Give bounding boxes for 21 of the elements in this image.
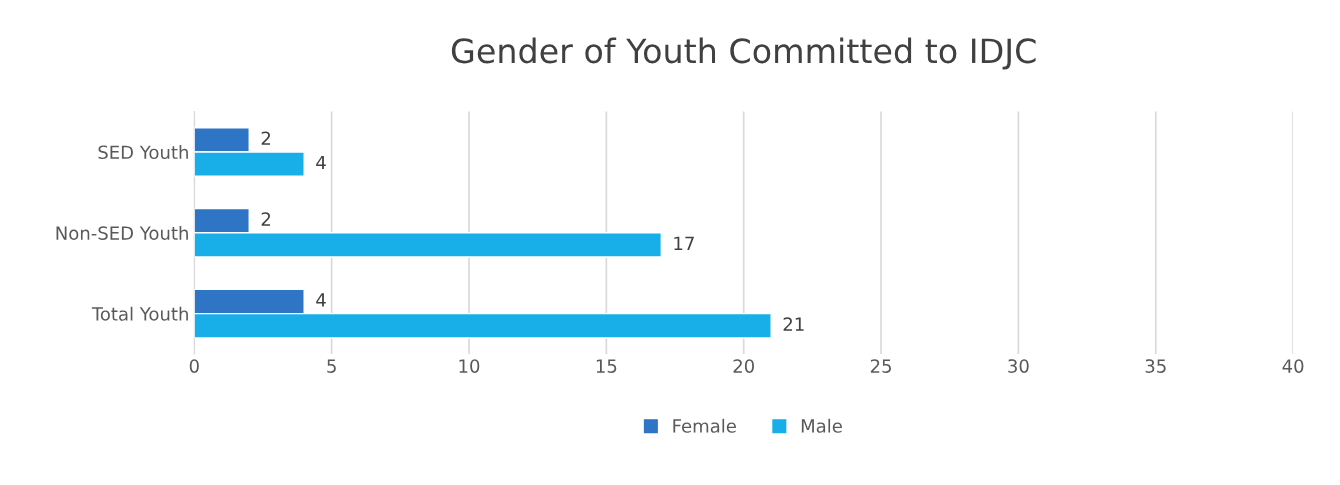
chart-title: Gender of Youth Committed to IDJC [451,37,1036,70]
legend-label: Female [673,418,736,433]
data-label: 4 [316,155,326,170]
data-label: 17 [674,236,694,250]
x-tick-label: 35 [1145,359,1166,373]
x-tick-label: 40 [1282,359,1304,373]
data-label: 21 [783,317,804,331]
x-tick-label: 25 [870,359,891,373]
x-tick-label: 0 [189,359,199,373]
data-label: 4 [316,293,326,307]
y-tick-label: Total Youth [91,306,188,321]
data-label: 2 [261,131,271,145]
legend-label: Male [801,418,842,433]
x-tick-label: 10 [459,359,480,373]
x-tick-label: 5 [327,359,336,373]
y-tick-label: SED Youth [98,145,188,160]
y-tick-label: Non-SED Youth [56,225,188,240]
x-tick-label: 20 [733,359,754,373]
data-label: 2 [261,212,271,226]
x-tick-label: 15 [596,359,617,373]
x-tick-label: 30 [1008,359,1029,373]
